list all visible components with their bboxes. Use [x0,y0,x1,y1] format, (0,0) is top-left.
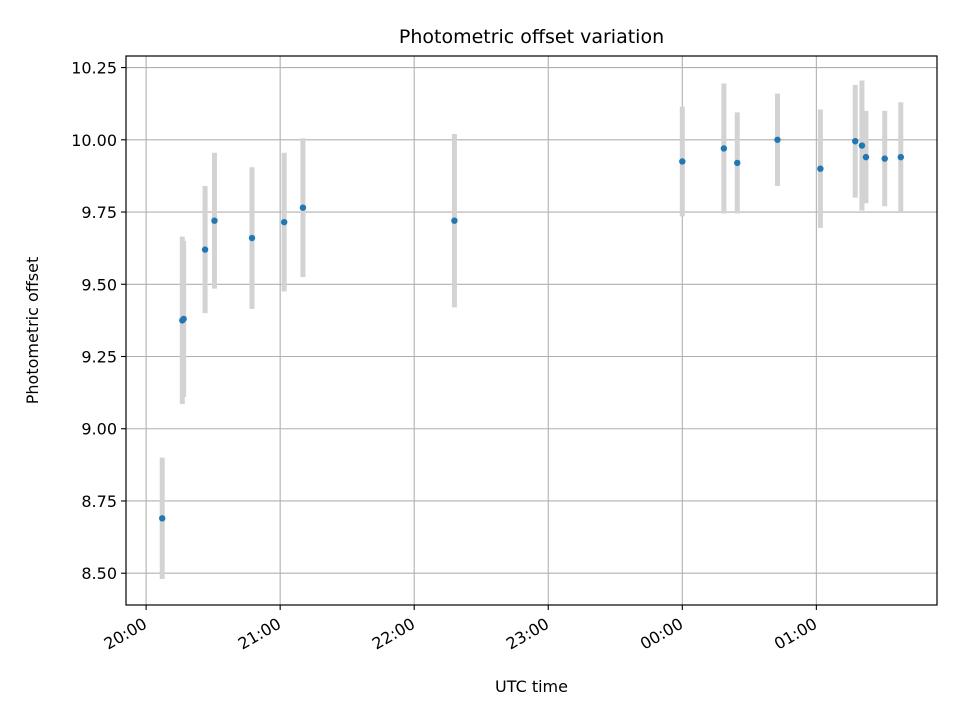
y-tick-label: 10.00 [71,131,117,150]
data-point [862,153,870,161]
y-tick-label: 9.00 [81,420,117,439]
data-point [817,165,824,172]
plot-area-frame [125,55,938,606]
data-point [299,204,307,211]
data-points [158,136,905,522]
y-tick-label: 8.50 [81,564,117,583]
y-axis-label: Photometric offset [23,257,42,405]
data-point [158,515,166,522]
y-tick-label: 10.25 [71,59,117,78]
data-point [180,315,187,323]
data-point [858,142,866,149]
y-tick-label: 9.25 [81,348,117,367]
x-axis-label: UTC time [495,677,568,696]
data-point [881,155,888,162]
x-tick-label: 22:00 [369,614,418,654]
data-point [280,218,288,226]
y-tick-label: 9.50 [81,275,117,294]
x-tick-label: 21:00 [235,614,284,654]
data-point [897,153,905,161]
data-point [720,145,728,152]
data-point [211,217,218,224]
grid-lines [126,56,937,605]
chart-title: Photometric offset variation [399,26,664,48]
x-tick-label: 00:00 [637,614,686,654]
data-point [852,138,859,145]
data-point [248,234,256,242]
data-point [201,246,209,253]
x-tick-label: 20:00 [101,614,150,654]
data-point [734,159,741,167]
data-point [451,217,458,224]
x-tick-label: 01:00 [771,614,820,654]
x-tick-label: 23:00 [503,614,552,654]
y-tick-label: 8.75 [81,492,117,511]
y-tick-label: 9.75 [81,203,117,222]
data-point [774,136,781,143]
error-bars [159,80,904,579]
data-point [679,158,686,165]
